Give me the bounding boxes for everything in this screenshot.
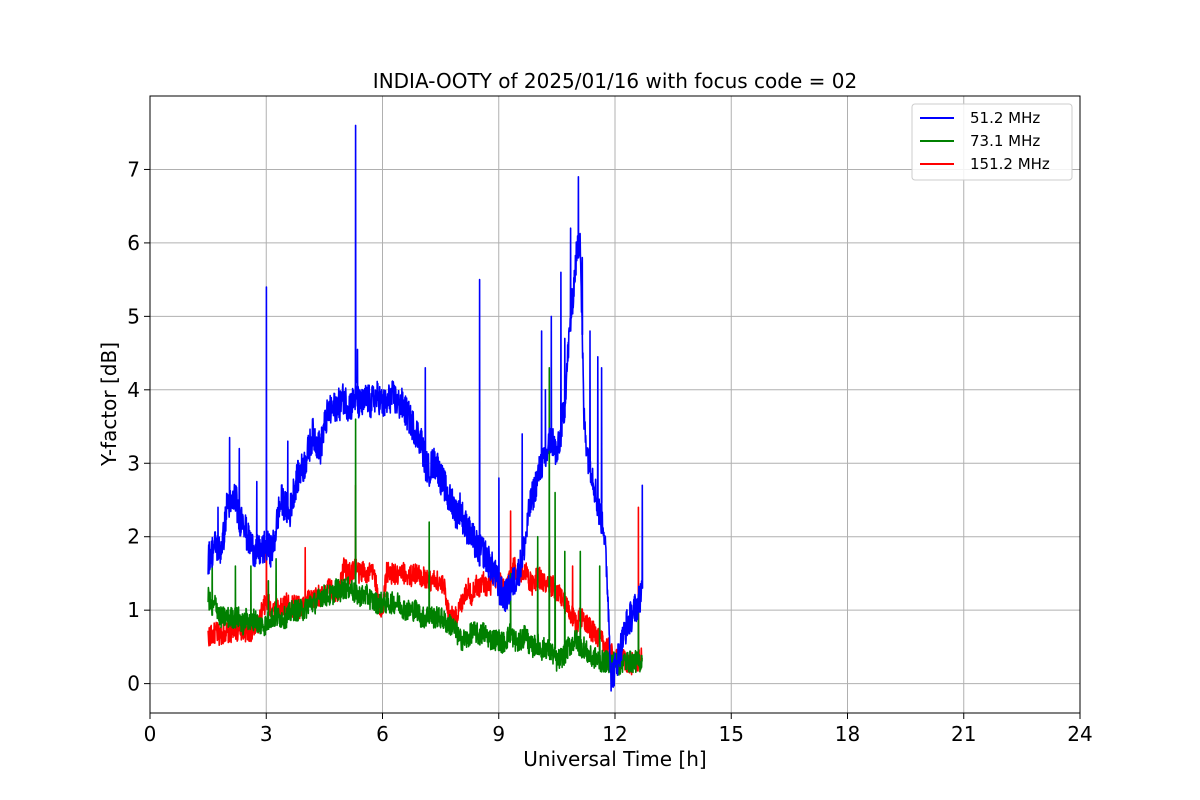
- y-tick-label: 4: [127, 378, 140, 402]
- x-tick-label: 3: [260, 722, 273, 746]
- chart-title: INDIA-OOTY of 2025/01/16 with focus code…: [373, 69, 857, 93]
- x-tick-label: 6: [376, 722, 389, 746]
- legend-box: [911, 103, 1073, 181]
- y-tick-label: 5: [127, 304, 140, 328]
- legend-label: 151.2 MHz: [970, 155, 1050, 173]
- y-tick-label: 7: [127, 157, 140, 181]
- series-layer: [207, 124, 644, 692]
- x-tick-label: 21: [951, 722, 976, 746]
- y-axis-label: Y-factor [dB]: [97, 342, 121, 467]
- series-151-2-mhz: [207, 469, 643, 676]
- x-tick-label: 9: [492, 722, 505, 746]
- y-tick-label: 2: [127, 525, 140, 549]
- series-51-2-mhz: [207, 124, 644, 692]
- series-73-1-mhz: [207, 367, 643, 676]
- y-tick-label: 6: [127, 231, 140, 255]
- x-tick-label: 24: [1067, 722, 1092, 746]
- x-tick-label: 0: [144, 722, 157, 746]
- y-tick-label: 1: [127, 598, 140, 622]
- x-tick-label: 15: [719, 722, 744, 746]
- series-line: [207, 124, 644, 692]
- series-line: [207, 469, 643, 676]
- legend-label: 51.2 MHz: [970, 109, 1040, 127]
- y-tick-label: 0: [127, 672, 140, 696]
- x-tick-label: 12: [602, 722, 627, 746]
- x-axis-label: Universal Time [h]: [523, 747, 706, 771]
- y-tick-label: 3: [127, 451, 140, 475]
- legend: 51.2 MHz 73.1 MHz 151.2 MHz: [911, 103, 1073, 181]
- legend-label: 73.1 MHz: [970, 132, 1040, 150]
- series-line: [207, 367, 643, 676]
- x-tick-label: 18: [835, 722, 860, 746]
